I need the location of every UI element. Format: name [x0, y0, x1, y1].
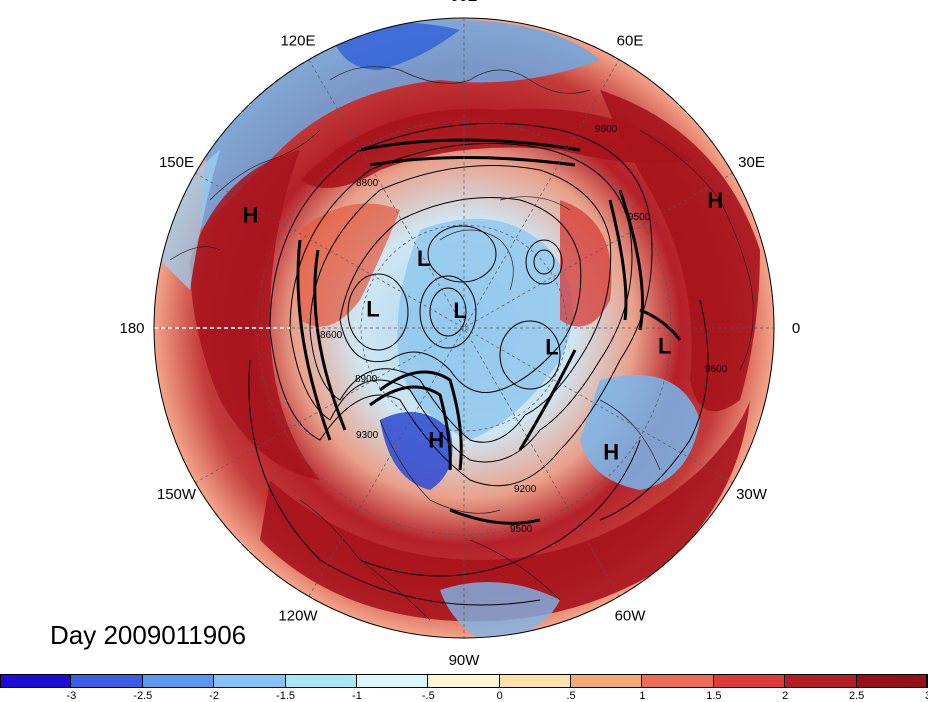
contour-labels: 9600 8600 8900 9300 9500 9200 9500 8800 9600 — [320, 124, 728, 535]
contour-label: 9500 — [628, 212, 651, 223]
longitude-label: 120W — [278, 608, 318, 625]
anomaly-warm-ring-s — [260, 400, 750, 622]
low-pressure-marker: L — [453, 298, 466, 323]
polar-map: 9600 8600 8900 9300 9500 9200 9500 8800 9600 90E… — [119, 0, 800, 669]
longitude-labels: 90E 60E 120E 30E 150E 0 180 30W 150W 60W 120W 90W — [119, 0, 800, 669]
colorbar-tick-label: 2.5 — [848, 690, 865, 702]
colorbar-swatch — [856, 674, 928, 688]
longitude-label: 30E — [738, 154, 765, 171]
colorbar-tick-label: 3 — [925, 690, 928, 702]
longitude-label: 30W — [736, 486, 768, 503]
longitude-label: 60E — [617, 32, 644, 49]
contour-label: 8800 — [356, 178, 379, 189]
anomaly-warm-ring-n — [300, 108, 690, 188]
contour-label: 9500 — [510, 524, 533, 535]
longitude-label: 150E — [159, 154, 194, 171]
colorbar-swatch — [499, 674, 572, 688]
colorbar-tick-label: -1.5 — [276, 690, 296, 702]
anomaly-warm-ring-w — [190, 150, 320, 480]
colorbar-tick-label: 2 — [782, 690, 789, 702]
anomaly-warm-inner — [300, 203, 400, 327]
colorbar-swatch — [428, 674, 500, 688]
anomaly-cold-northamerica — [380, 412, 453, 490]
longitude-label: 150W — [157, 486, 197, 503]
colorbar-swatch — [285, 674, 357, 688]
high-pressure-marker: H — [603, 440, 619, 465]
colorbar-swatch — [713, 674, 786, 688]
longitude-label: 0 — [792, 320, 800, 337]
map-border — [153, 17, 775, 639]
colorbar-tick-label: -1 — [352, 690, 362, 702]
anomaly-cool-patch-ne — [200, 19, 600, 230]
contour-label: 9600 — [595, 124, 618, 135]
contour-label: 9300 — [356, 430, 379, 441]
pressure-markers: H H L L L L L H H — [243, 188, 724, 465]
colorbar-tick-label: 0 — [496, 690, 503, 702]
low-pressure-marker: L — [366, 297, 379, 322]
anomaly-warm-ring-e — [600, 90, 760, 412]
contour-label: 8900 — [355, 374, 378, 385]
colorbar-swatch — [0, 674, 72, 688]
colorbar-swatch — [356, 674, 429, 688]
anomaly-cool-west — [154, 150, 220, 290]
contour-label: 9600 — [705, 364, 728, 375]
colorbar-swatch — [71, 674, 143, 688]
high-pressure-marker: H — [428, 427, 444, 452]
low-pressure-marker: L — [545, 335, 558, 360]
longitude-label: 180 — [119, 320, 144, 337]
longitude-label: 120E — [280, 32, 315, 49]
colorbar-tick-label: .5 — [566, 690, 576, 702]
contour-label: 8600 — [320, 330, 343, 341]
colorbar-tick-label: 1.5 — [706, 690, 722, 702]
longitude-label: 60W — [615, 608, 647, 625]
low-pressure-marker: L — [658, 334, 671, 359]
high-pressure-marker: H — [243, 202, 259, 227]
longitude-label: 90W — [449, 652, 481, 669]
jet-wind-contours — [296, 138, 682, 525]
contour-label: 9200 — [514, 484, 537, 495]
day-label: Day 2009011906 — [50, 620, 247, 650]
colorbar-swatch — [571, 674, 643, 688]
colorbar-tick-label: -3 — [66, 690, 77, 702]
coastlines — [169, 66, 754, 621]
colorbar-swatch — [142, 674, 215, 688]
colorbar-tick-label: 1 — [639, 690, 646, 702]
graticule — [154, 18, 774, 638]
colorbar-tick-label: -2.5 — [133, 690, 153, 702]
longitude-label: 90E — [451, 0, 478, 5]
colorbar-tick-label: -2 — [209, 690, 220, 702]
colorbar-swatch — [642, 674, 714, 688]
colorbar: -3 -2.5 -2 -1.5 -1 -.5 0 .5 1 1.5 2 2.5 3 — [0, 674, 928, 702]
anomaly-cool-atlantic — [580, 375, 700, 490]
colorbar-swatch — [785, 674, 857, 688]
map-disc — [154, 18, 774, 638]
anomaly-cool-south — [440, 582, 560, 638]
low-pressure-marker: L — [417, 246, 430, 271]
height-contours — [248, 122, 709, 606]
high-pressure-marker: H — [707, 188, 723, 213]
colorbar-tick-label: -.5 — [421, 690, 435, 702]
colorbar-swatch — [214, 674, 286, 688]
anomaly-warm-inner-east — [560, 200, 612, 327]
